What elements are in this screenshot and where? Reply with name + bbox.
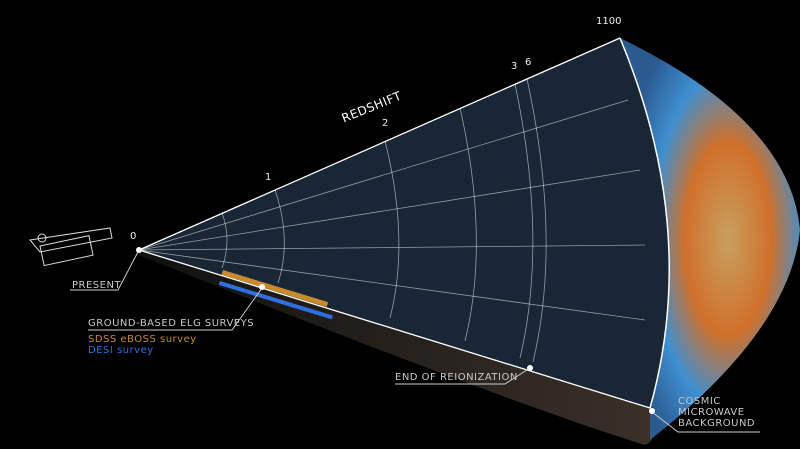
leader-lines bbox=[70, 249, 760, 433]
cmb-label-line: COSMIC bbox=[678, 396, 721, 407]
tick-1: 1 bbox=[265, 172, 272, 183]
marker-dots bbox=[136, 247, 655, 414]
tick-3: 3 bbox=[511, 61, 518, 72]
reionization-label: END OF REIONIZATION bbox=[395, 372, 518, 383]
cmb-label: COSMIC MICROWAVE BACKGROUND bbox=[678, 396, 755, 429]
tick-0: 0 bbox=[130, 231, 137, 242]
grid-lines bbox=[138, 78, 646, 363]
satellite-icon bbox=[29, 227, 113, 267]
cmb-label-line: MICROWAVE bbox=[678, 407, 745, 418]
eboss-bar bbox=[221, 270, 329, 307]
tick-6: 6 bbox=[525, 57, 532, 68]
surveys-label: GROUND-BASED ELG SURVEYS bbox=[88, 318, 255, 329]
desi-label: DESI survey bbox=[88, 345, 154, 356]
tick-1100: 1100 bbox=[596, 16, 622, 27]
cmb-boundary bbox=[619, 37, 670, 409]
present-label: PRESENT bbox=[72, 280, 122, 291]
eboss-label: SDSS eBOSS survey bbox=[88, 334, 197, 345]
cmb-label-line: BACKGROUND bbox=[678, 418, 756, 429]
tick-2: 2 bbox=[382, 118, 389, 129]
desi-bar bbox=[218, 281, 333, 320]
